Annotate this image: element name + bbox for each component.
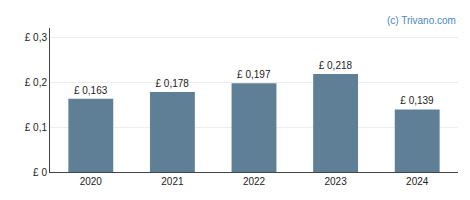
svg-text:(c) Trivano.com: (c) Trivano.com xyxy=(387,15,456,26)
svg-text:£ 0,197: £ 0,197 xyxy=(237,69,271,80)
svg-text:£ 0,1: £ 0,1 xyxy=(25,122,48,133)
svg-text:£ 0,178: £ 0,178 xyxy=(155,78,189,89)
svg-text:2024: 2024 xyxy=(406,176,429,187)
svg-text:£ 0,163: £ 0,163 xyxy=(74,85,108,96)
svg-text:2020: 2020 xyxy=(80,176,103,187)
svg-text:£ 0,3: £ 0,3 xyxy=(25,32,48,43)
svg-text:2021: 2021 xyxy=(161,176,184,187)
svg-text:2023: 2023 xyxy=(324,176,347,187)
svg-text:2022: 2022 xyxy=(243,176,266,187)
svg-text:£ 0,139: £ 0,139 xyxy=(400,95,434,106)
svg-text:£ 0,218: £ 0,218 xyxy=(319,60,353,71)
svg-text:£ 0: £ 0 xyxy=(33,167,47,178)
svg-text:£ 0,2: £ 0,2 xyxy=(25,77,48,88)
